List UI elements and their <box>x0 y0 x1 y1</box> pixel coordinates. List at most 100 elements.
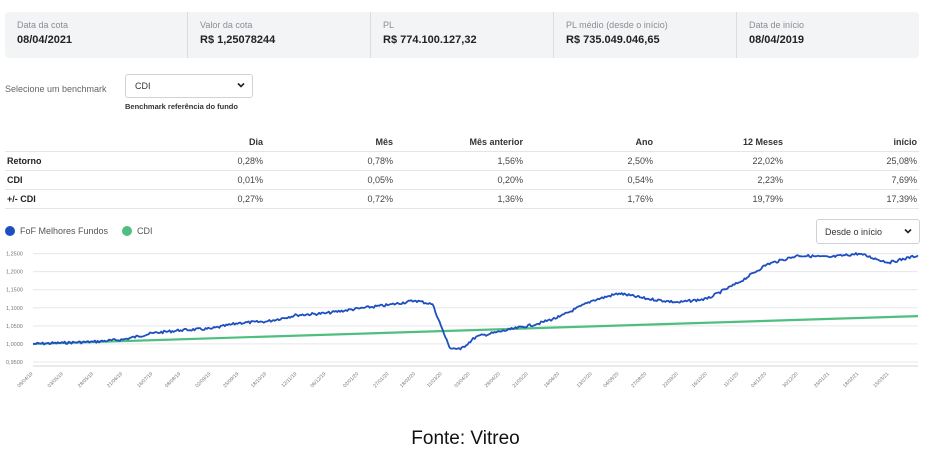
x-tick-label: 28/04/20 <box>484 371 502 389</box>
benchmark-note: Benchmark referência do fundo <box>125 102 238 111</box>
fund-info-bar: Data da cota 08/04/2021 Valor da cota R$… <box>5 12 919 58</box>
chevron-down-icon <box>904 228 912 234</box>
x-tick-label: 30/12/20 <box>782 371 800 389</box>
legend-label: CDI <box>137 226 153 236</box>
info-value: R$ 735.049.046,65 <box>566 34 660 46</box>
benchmark-selected-value: CDI <box>135 81 151 91</box>
x-tick-label: 11/11/20 <box>723 371 741 389</box>
y-tick-label: 1,1500 <box>6 288 23 294</box>
table-cell: 19,79% <box>655 188 785 209</box>
column-header: Mês anterior <box>469 137 523 148</box>
x-tick-label: 16/10/20 <box>691 371 709 389</box>
table-cell: 0,54% <box>525 169 655 189</box>
x-tick-label: 02/09/19 <box>194 371 212 389</box>
x-tick-label: 25/01/21 <box>813 371 831 389</box>
column-header: Dia <box>248 137 263 148</box>
y-tick-label: 0,9500 <box>6 360 23 366</box>
x-tick-label: 04/08/20 <box>602 371 620 389</box>
legend-item-fund[interactable]: FoF Melhores Fundos <box>5 226 108 236</box>
row-label: Retorno <box>5 150 95 170</box>
performance-line-chart: 1,2500 1,2000 1,1500 1,1000 1,0500 1,0000 0,95… <box>6 252 919 389</box>
y-tick-label: 1,0000 <box>6 342 23 348</box>
column-header: início <box>893 137 917 148</box>
info-avg-net-worth: PL médio (desde o início) R$ 735.049.046… <box>554 12 737 58</box>
x-tick-label: 27/01/20 <box>372 371 390 389</box>
table-row: CDI 0,01% 0,05% 0,20% 0,54% 2,23% 7,69% <box>5 169 919 189</box>
row-label: +/- CDI <box>5 188 95 209</box>
source-caption: Fonte: Vitreo <box>411 428 520 449</box>
benchmark-select[interactable]: CDI <box>125 74 253 98</box>
x-tick-label: 04/12/20 <box>750 371 768 389</box>
x-tick-label: 06/12/19 <box>309 371 327 389</box>
table-cell: 22,02% <box>655 150 785 170</box>
table-header-row: Dia Mês Mês anterior Ano 12 Meses início <box>5 134 919 151</box>
table-cell: 0,20% <box>395 169 525 189</box>
info-value: R$ 1,25078244 <box>200 34 276 46</box>
period-select[interactable]: Desde o início <box>816 219 920 244</box>
table-cell: 17,39% <box>785 188 919 209</box>
cdi-series-line <box>32 315 919 346</box>
returns-table: Dia Mês Mês anterior Ano 12 Meses início… <box>5 134 919 209</box>
x-tick-label: 21/06/19 <box>106 371 124 389</box>
column-header: Ano <box>635 137 654 148</box>
x-tick-label: 11/03/20 <box>426 371 444 389</box>
x-tick-label: 27/08/20 <box>630 371 648 389</box>
info-label: Data de início <box>749 20 805 30</box>
info-start-date: Data de início 08/04/2019 <box>737 12 919 58</box>
info-label: Data da cota <box>17 20 69 30</box>
x-tick-label: 08/04/19 <box>16 371 34 389</box>
info-value: 08/04/2019 <box>749 34 805 46</box>
table-row: +/- CDI 0,27% 0,72% 1,36% 1,76% 19,79% 1… <box>5 188 919 209</box>
table-cell: 25,08% <box>785 150 919 170</box>
x-tick-label: 12/11/19 <box>281 371 299 389</box>
info-label: Valor da cota <box>200 20 253 30</box>
x-tick-label: 18/02/21 <box>842 371 860 389</box>
x-tick-label: 18/02/20 <box>399 371 417 389</box>
x-tick-label: 13/07/20 <box>576 371 594 389</box>
info-quote-date: Data da cota 08/04/2021 <box>5 12 188 58</box>
x-tick-label: 18/10/19 <box>250 371 268 389</box>
table-cell: 0,05% <box>265 169 395 189</box>
table-cell: 0,01% <box>95 169 265 189</box>
info-value: R$ 774.100.127,32 <box>383 34 477 46</box>
column-header: 12 Meses <box>742 137 783 148</box>
info-quote-value: Valor da cota R$ 1,25078244 <box>188 12 371 58</box>
fund-series-line <box>33 252 919 351</box>
table-cell: 1,76% <box>525 188 655 209</box>
benchmark-label: Selecione um benchmark <box>5 84 107 94</box>
x-tick-label: 15/03/21 <box>872 371 890 389</box>
x-tick-label: 16/06/20 <box>543 371 561 389</box>
table-cell: 0,72% <box>265 188 395 209</box>
column-header: Mês <box>375 137 393 148</box>
table-cell: 1,56% <box>395 150 525 170</box>
x-tick-label: 08/08/19 <box>164 371 182 389</box>
x-tick-label: 03/05/19 <box>47 371 65 389</box>
column-header <box>5 134 95 151</box>
row-label: CDI <box>5 169 95 189</box>
y-tick-label: 1,2500 <box>6 252 23 258</box>
table-cell: 0,78% <box>265 150 395 170</box>
info-net-worth: PL R$ 774.100.127,32 <box>371 12 554 58</box>
x-tick-label: 25/09/19 <box>222 371 240 389</box>
table-cell: 1,36% <box>395 188 525 209</box>
table-cell: 7,69% <box>785 169 919 189</box>
legend-dot-fund <box>5 226 15 236</box>
x-tick-label: 16/07/19 <box>136 371 154 389</box>
y-tick-label: 1,0500 <box>6 324 23 330</box>
chart-legend: FoF Melhores Fundos CDI <box>5 226 167 236</box>
y-tick-label: 1,2000 <box>6 270 23 276</box>
table-row: Retorno 0,28% 0,78% 1,56% 2,50% 22,02% 2… <box>5 150 919 170</box>
info-label: PL médio (desde o início) <box>566 20 668 30</box>
table-cell: 2,23% <box>655 169 785 189</box>
info-label: PL <box>383 20 395 30</box>
legend-label: FoF Melhores Fundos <box>20 226 109 236</box>
chevron-down-icon <box>237 82 245 88</box>
x-tick-label: 28/05/19 <box>77 371 95 389</box>
table-cell: 2,50% <box>525 150 655 170</box>
x-tick-label: 03/04/20 <box>453 371 471 389</box>
x-tick-label: 02/01/20 <box>342 371 360 389</box>
legend-dot-cdi <box>122 226 133 236</box>
legend-item-cdi[interactable]: CDI <box>122 226 153 236</box>
x-tick-label: 21/05/20 <box>512 371 530 389</box>
y-tick-label: 1,1000 <box>6 306 23 312</box>
